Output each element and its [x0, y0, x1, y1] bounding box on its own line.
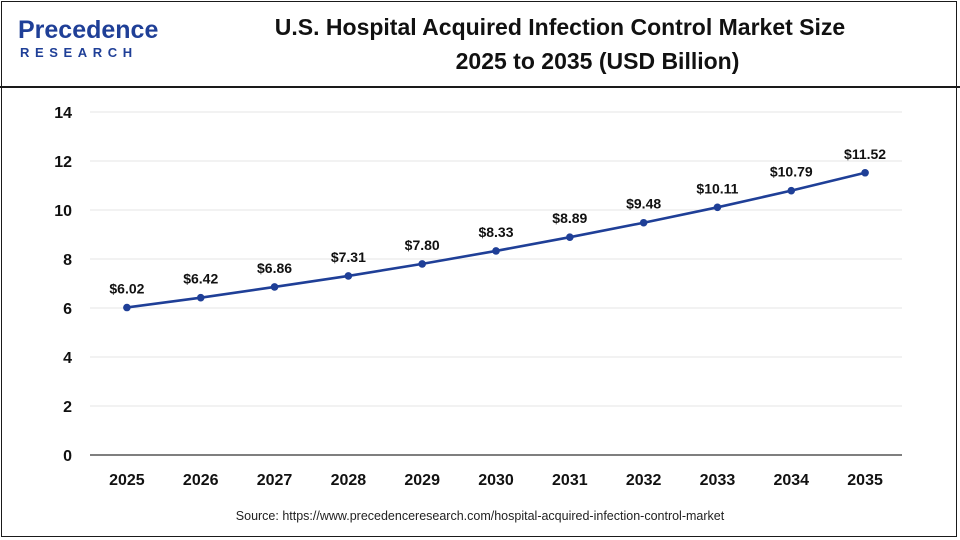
- data-label: $7.80: [405, 237, 440, 253]
- line-chart: 0 2 4 6 8 10 12 14 2025 2026 2027 2028 2029 2030 2031 2…: [54, 105, 902, 489]
- x-tick-label: 2029: [404, 472, 440, 489]
- source-note: Source: https://www.precedenceresearch.c…: [235, 509, 725, 523]
- x-tick-label: 2027: [257, 472, 293, 489]
- chart-title-line2: 2025 to 2035 (USD Billion): [455, 48, 740, 74]
- data-label: $6.42: [183, 271, 218, 287]
- chart-title: U.S. Hospital Acquired Infection Control…: [240, 10, 880, 78]
- x-tick-label: 2031: [552, 472, 588, 489]
- data-label: $7.31: [331, 249, 366, 265]
- y-tick-label: 0: [63, 448, 72, 465]
- data-label: $11.52: [844, 146, 886, 162]
- data-point: [787, 186, 796, 195]
- x-tick-label: 2033: [700, 472, 736, 489]
- data-point: [713, 203, 722, 212]
- x-tick-label: 2026: [183, 472, 219, 489]
- chart-title-line1: U.S. Hospital Acquired Infection Control…: [274, 14, 846, 40]
- series-line: [126, 171, 866, 309]
- data-label: $10.79: [770, 164, 813, 180]
- precedence-research-logo: Precedence RESEARCH: [18, 14, 168, 64]
- data-point: [344, 272, 353, 280]
- chart-header: Precedence RESEARCH U.S. Hospital Acquir…: [0, 0, 960, 88]
- x-tick-label: 2030: [478, 472, 514, 489]
- data-point: [639, 218, 648, 227]
- y-tick-label: 10: [54, 203, 72, 220]
- data-label: $6.86: [257, 260, 292, 276]
- logo-wordmark: Precedence: [18, 16, 159, 44]
- x-tick-label: 2032: [626, 472, 662, 489]
- y-tick-label: 14: [54, 105, 72, 122]
- data-point: [418, 260, 426, 268]
- data-label: $6.02: [109, 281, 144, 297]
- data-label: $8.89: [552, 210, 587, 226]
- y-tick-label: 12: [54, 154, 72, 171]
- y-tick-label: 8: [63, 252, 72, 269]
- data-label: $10.11: [696, 180, 738, 196]
- data-point: [492, 247, 500, 255]
- x-tick-label: 2034: [773, 472, 809, 489]
- y-tick-label: 2: [63, 399, 72, 416]
- data-point: [123, 303, 131, 312]
- x-tick-label: 2025: [109, 472, 145, 489]
- data-point: [861, 168, 869, 177]
- x-tick-label: 2028: [331, 472, 367, 489]
- y-tick-label: 6: [63, 301, 72, 318]
- data-label: $8.33: [478, 224, 513, 240]
- data-point: [270, 283, 279, 291]
- logo-subtitle: RESEARCH: [20, 45, 138, 60]
- data-label: $9.48: [626, 196, 661, 212]
- x-tick-label: 2035: [847, 472, 883, 489]
- y-tick-label: 4: [63, 350, 72, 367]
- data-point: [566, 233, 574, 241]
- data-point: [196, 293, 205, 302]
